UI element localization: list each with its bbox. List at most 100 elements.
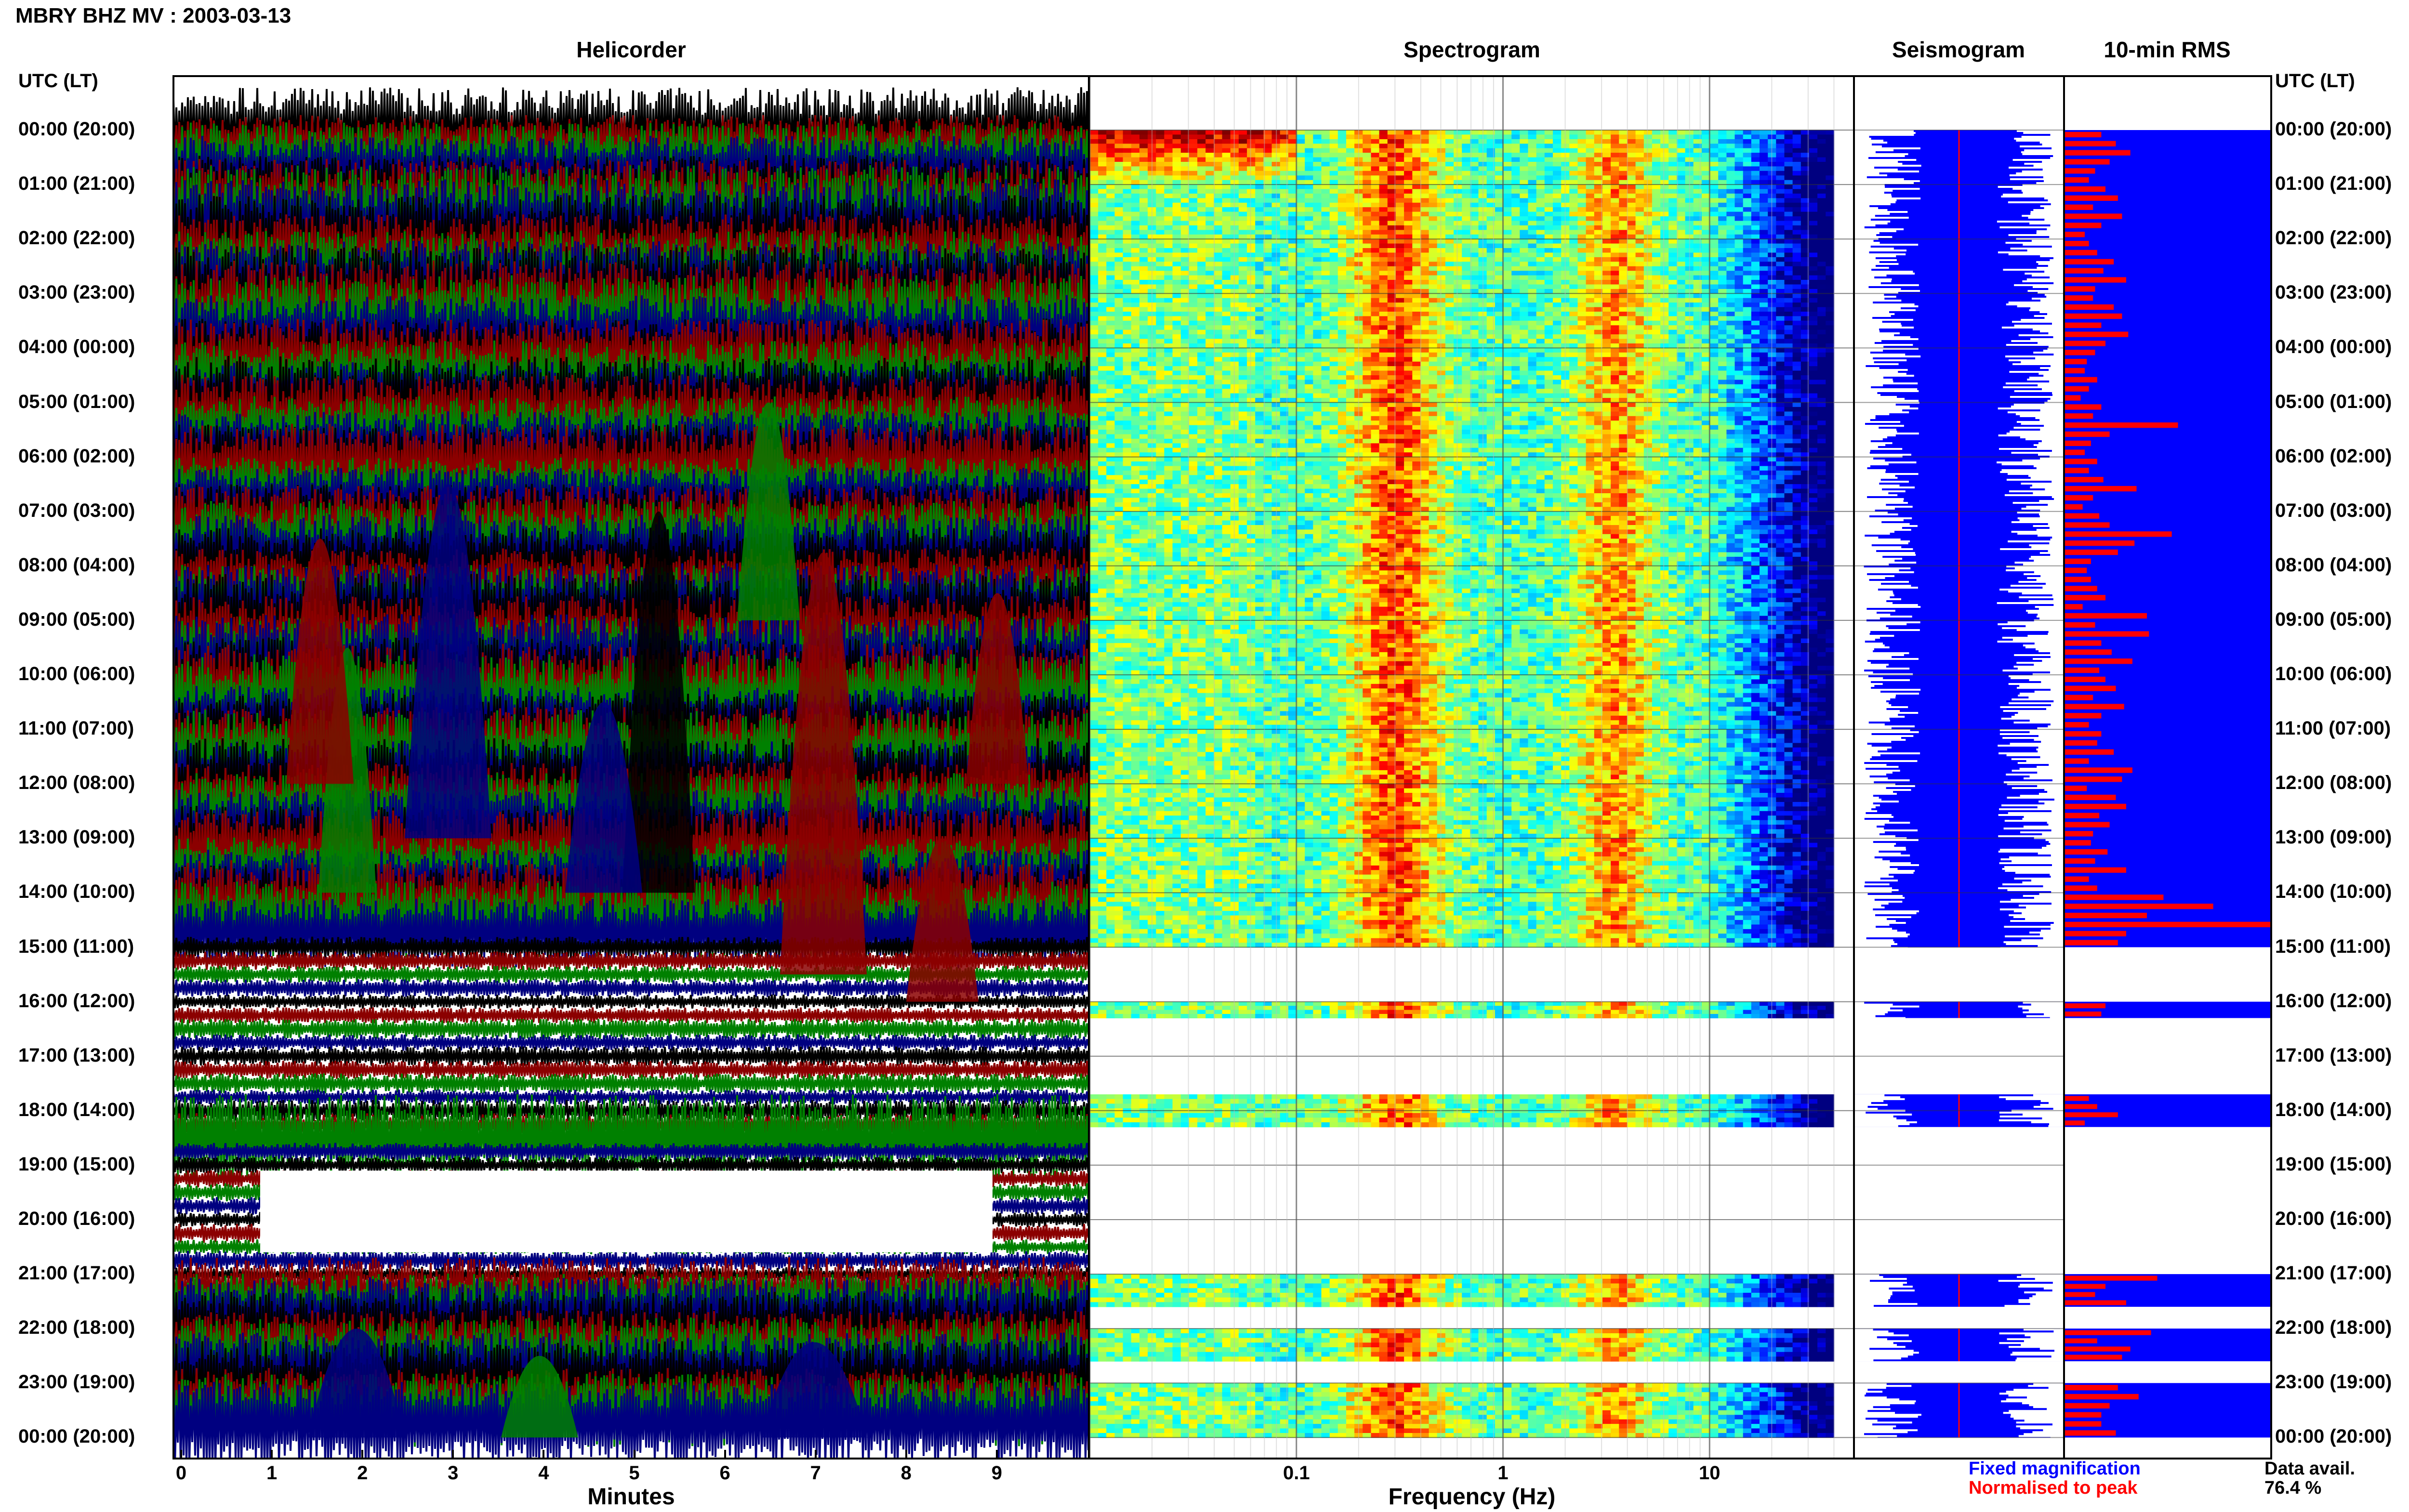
- spectrogram-cell: [1743, 216, 1752, 222]
- spectrogram-cell: [1123, 252, 1132, 258]
- helicorder-trace: [173, 1061, 1089, 1079]
- spectrogram-cell: [1148, 139, 1156, 144]
- spectrogram-cell: [1180, 184, 1190, 190]
- spectrogram-cell: [1263, 175, 1272, 181]
- spectrogram-cell: [1660, 153, 1669, 158]
- spectrogram-cell: [1337, 239, 1347, 244]
- spectrogram-cell: [1520, 198, 1529, 203]
- spectrogram-cell: [1156, 221, 1165, 226]
- spectrogram-cell: [1288, 162, 1297, 167]
- helicorder-trace: [173, 1094, 1089, 1182]
- spectrogram-cell: [1503, 184, 1512, 190]
- spectrogram-cell: [1611, 189, 1619, 194]
- spectrogram-cell: [1454, 139, 1462, 144]
- spectrogram-cell: [1643, 180, 1653, 185]
- spectrogram-cell: [1214, 248, 1223, 253]
- spectrogram-cell: [1800, 207, 1810, 212]
- time-label-left: 15:00 (11:00): [18, 935, 134, 957]
- spectrogram-cell: [1354, 157, 1363, 162]
- spectrogram-cell: [1635, 148, 1644, 153]
- spectrogram-cell: [1387, 189, 1396, 194]
- spectrogram-cell: [1404, 239, 1413, 244]
- spectrogram-cell: [1321, 166, 1330, 171]
- spectrogram-cell: [1090, 180, 1099, 185]
- spectrogram-cell: [1148, 130, 1156, 135]
- spectrogram-cell: [1371, 134, 1380, 140]
- spectrogram-cell: [1544, 180, 1553, 185]
- spectrogram-cell: [1776, 130, 1785, 135]
- spectrogram-cell: [1247, 202, 1256, 208]
- spectrogram-cell: [1321, 221, 1330, 226]
- spectrogram-cell: [1520, 157, 1529, 162]
- spectrogram-cell: [1569, 211, 1578, 217]
- spectrogram-cell: [1247, 130, 1256, 135]
- spectrogram-cell: [1495, 202, 1504, 208]
- spectrogram-cell: [1222, 189, 1231, 194]
- spectrogram-cell: [1354, 234, 1363, 239]
- spectrogram-cell: [1511, 144, 1520, 149]
- spectrogram-cell: [1288, 134, 1297, 140]
- spectrogram-cell: [1611, 171, 1619, 176]
- spectrogram-cell: [1611, 144, 1619, 149]
- spectrogram-cell: [1668, 234, 1677, 239]
- spectrogram-cell: [1263, 153, 1272, 158]
- spectrogram-cell: [1189, 239, 1198, 244]
- spectrogram-cell: [1561, 198, 1570, 203]
- spectrogram-cell: [1809, 193, 1818, 198]
- spectrogram-cell: [1635, 139, 1644, 144]
- spectrogram-cell: [1470, 189, 1479, 194]
- spectrogram-cell: [1106, 216, 1115, 222]
- spectrogram-cell: [1528, 234, 1537, 239]
- spectrogram-cell: [1776, 252, 1785, 258]
- spectrogram-cell: [1619, 211, 1628, 217]
- spectrogram-cell: [1677, 134, 1686, 140]
- spectrogram-cell: [1230, 134, 1239, 140]
- helicorder-trace: [173, 1157, 1089, 1174]
- spectrogram-cell: [1098, 243, 1107, 249]
- spectrogram-cell: [1800, 184, 1810, 190]
- spectrogram-cell: [1123, 157, 1132, 162]
- spectrogram-cell: [1478, 207, 1487, 212]
- spectrogram-cell: [1685, 198, 1694, 203]
- spectrogram-cell: [1123, 243, 1132, 249]
- spectrogram-cell: [1760, 175, 1768, 181]
- spectrogram-cell: [1643, 239, 1653, 244]
- spectrogram-cell: [1271, 175, 1281, 181]
- spectrogram-cell: [1371, 166, 1380, 171]
- spectrogram-cell: [1553, 221, 1562, 226]
- spectrogram-cell: [1454, 252, 1462, 258]
- spectrogram-cell: [1561, 248, 1570, 253]
- spectrogram-cell: [1172, 193, 1181, 198]
- spectrogram-cell: [1511, 198, 1520, 203]
- spectrogram-cell: [1255, 175, 1264, 181]
- spectrogram-cell: [1561, 189, 1570, 194]
- spectrogram-cell: [1611, 216, 1619, 222]
- spectrogram-cell: [1668, 252, 1677, 258]
- spectrogram-cell: [1569, 171, 1578, 176]
- spectrogram-cell: [1214, 184, 1223, 190]
- spectrogram-cell: [1768, 144, 1776, 149]
- spectrogram-cell: [1660, 252, 1669, 258]
- spectrogram-cell: [1230, 166, 1239, 171]
- spectrogram-cell: [1544, 216, 1553, 222]
- spectrogram-cell: [1255, 243, 1264, 249]
- spectrogram-cell: [1412, 216, 1421, 222]
- spectrogram-cell: [1652, 171, 1661, 176]
- spectrogram-cell: [1792, 239, 1801, 244]
- spectrogram-cell: [1230, 243, 1239, 249]
- spectrogram-cell: [1652, 139, 1661, 144]
- spectrogram-cell: [1271, 252, 1281, 258]
- spectrogram-cell: [1768, 139, 1776, 144]
- spectrogram-cell: [1792, 189, 1801, 194]
- spectrogram-cell: [1429, 225, 1438, 230]
- spectrogram-cell: [1404, 221, 1413, 226]
- spectrogram-cell: [1776, 139, 1785, 144]
- spectrogram-cell: [1776, 216, 1785, 222]
- spectrogram-cell: [1098, 257, 1107, 262]
- spectrogram-cell: [1784, 148, 1793, 153]
- spectrogram-cell: [1148, 198, 1156, 203]
- spectrogram-cell: [1627, 211, 1636, 217]
- helicorder-trace: [173, 1046, 1089, 1066]
- spectrogram-cell: [1718, 207, 1727, 212]
- spectrogram-cell: [1297, 239, 1305, 244]
